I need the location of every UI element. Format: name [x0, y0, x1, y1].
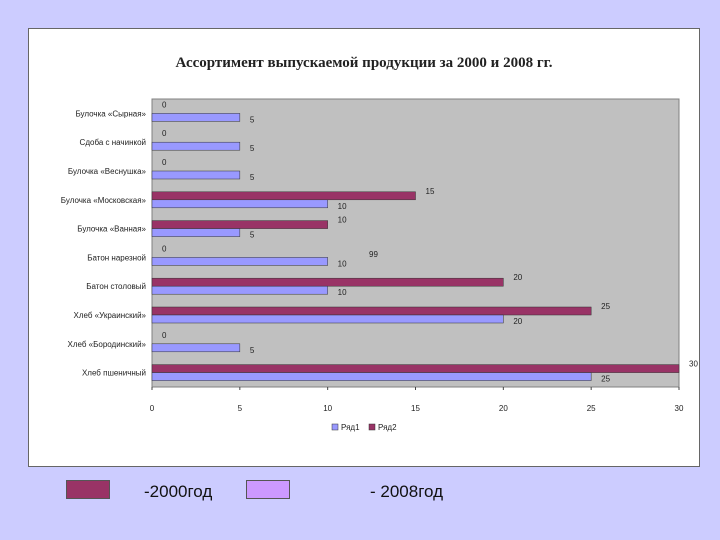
legend-swatch-series1	[331, 423, 339, 431]
data-label-series2: 0	[162, 244, 167, 253]
legend-label-2000: -2000год	[144, 482, 213, 501]
category-label: Хлеб «Бородинский»	[68, 340, 147, 349]
legend-swatch-series2	[368, 423, 376, 431]
chart-frame: Ассортимент выпускаемой продукции за 200…	[28, 28, 700, 467]
data-label-series1: 20	[513, 317, 522, 326]
legend-swatch-2008	[246, 480, 290, 499]
data-label-series1: 10	[338, 288, 347, 297]
bar-series1	[151, 228, 241, 237]
category-label: Булочка «Веснушка»	[68, 167, 147, 176]
data-label-series1: 25	[601, 375, 610, 384]
x-tick-label: 15	[411, 404, 420, 413]
category-label: Хлеб пшеничный	[82, 369, 146, 378]
data-label-series2: 0	[162, 158, 167, 167]
x-tick-label: 20	[499, 404, 508, 413]
bar-series2	[151, 364, 680, 373]
data-label-series1: 10	[338, 259, 347, 268]
data-label-series1: 5	[250, 173, 255, 182]
bar-series2	[151, 220, 328, 229]
legend-swatch-2000	[66, 480, 110, 499]
data-label-series2: 20	[513, 273, 522, 282]
stray-data-label: 99	[369, 250, 378, 259]
data-label-series2: 25	[601, 302, 610, 311]
data-label-series1: 10	[338, 202, 347, 211]
data-label-series2: 0	[162, 100, 167, 109]
category-label: Булочка «Сырная»	[75, 109, 146, 118]
bar-series2	[151, 191, 416, 201]
bar-series1	[151, 372, 592, 381]
data-label-series2: 30	[689, 360, 698, 369]
category-label: Хлеб «Украинский»	[73, 311, 146, 320]
x-tick-label: 25	[587, 404, 596, 413]
data-label-series1: 5	[250, 144, 255, 153]
bar-series1	[151, 199, 328, 209]
category-label: Батон нарезной	[87, 253, 146, 262]
legend-label-series2: Ряд2	[378, 423, 397, 432]
bar-series2	[151, 277, 504, 287]
category-label: Булочка «Ванная»	[77, 225, 146, 234]
data-label-series1: 5	[250, 231, 255, 240]
bar-series1	[151, 257, 328, 266]
bar-series1	[151, 285, 328, 295]
data-label-series2: 0	[162, 129, 167, 138]
legend-label-2008: - 2008год	[370, 482, 444, 501]
category-label: Сдоба с начинкой	[80, 138, 146, 147]
bar-series1	[151, 141, 241, 151]
bar-series1	[151, 170, 241, 180]
x-tick-label: 10	[323, 404, 332, 413]
legend-label-series1: Ряд1	[341, 423, 360, 432]
data-label-series2: 0	[162, 331, 167, 340]
bar-series1	[151, 113, 241, 122]
bar-series2	[151, 306, 592, 316]
category-label: Батон столовый	[86, 282, 146, 291]
data-label-series2: 10	[338, 216, 347, 225]
data-label-series2: 15	[426, 187, 435, 196]
bar-chart: Ассортимент выпускаемой продукции за 200…	[61, 55, 699, 432]
data-label-series1: 5	[250, 115, 255, 124]
chart-title: Ассортимент выпускаемой продукции за 200…	[175, 55, 552, 71]
bar-series1	[151, 314, 504, 324]
x-tick-label: 0	[150, 404, 155, 413]
bar-series1	[151, 343, 241, 353]
data-label-series1: 5	[250, 346, 255, 355]
x-tick-label: 30	[675, 404, 684, 413]
x-tick-label: 5	[238, 404, 243, 413]
category-label: Булочка «Московская»	[61, 196, 147, 205]
